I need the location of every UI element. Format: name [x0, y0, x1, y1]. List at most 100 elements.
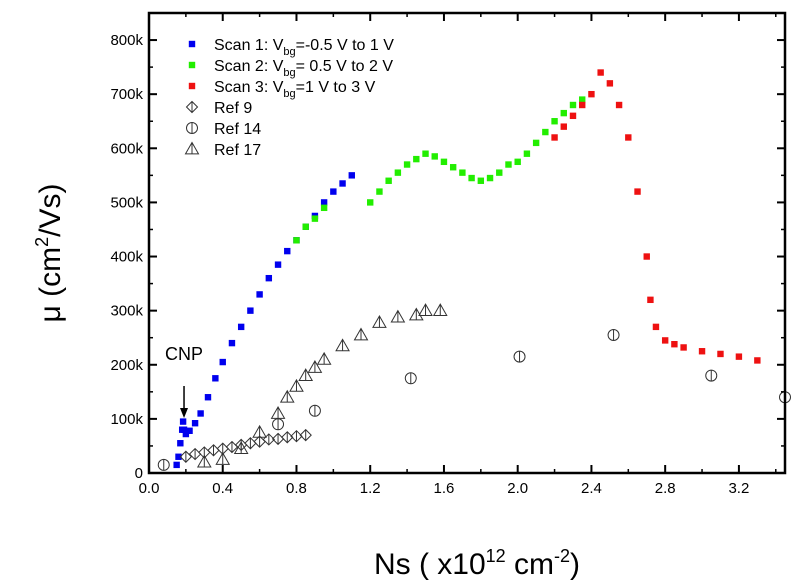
data-point [514, 158, 521, 166]
data-point [228, 339, 236, 347]
x-axis-title: Ns ( x1012 cm-2) [374, 546, 580, 581]
legend-label: Ref 9 [214, 100, 252, 117]
y-tick-label: 800k [110, 32, 143, 49]
data-point [298, 368, 314, 381]
data-point [579, 101, 586, 109]
data-point [302, 223, 309, 230]
data-point [569, 101, 577, 109]
y-axis-title: μ (cm2/Vs) [32, 184, 67, 323]
data-point [237, 323, 245, 331]
axis-layer: 0.0 0.4 0.8 1.2 1.6 2.0 2.4 2.8 3.2 0 100k 200k 300k… [110, 11, 787, 497]
legend-marker [188, 40, 196, 48]
data-point [459, 169, 466, 176]
x-tick-label: 1.6 [434, 480, 455, 497]
data-point [440, 158, 448, 166]
x-tick-label: 0.0 [139, 480, 160, 497]
data-point [279, 389, 295, 403]
data-point [385, 177, 392, 184]
data-point [486, 174, 494, 182]
data-point [661, 337, 669, 344]
legend-marker [188, 61, 196, 69]
x-tick-label: 1.2 [360, 480, 381, 497]
y-tick-label: 600k [110, 140, 143, 157]
data-point [180, 426, 188, 433]
data-point [606, 80, 614, 87]
data-point [671, 341, 678, 348]
x-tick-label: 0.8 [286, 480, 307, 497]
data-point [569, 112, 577, 120]
x-tick-label: 3.2 [728, 480, 749, 497]
data-point [293, 237, 300, 244]
data-point [353, 327, 369, 341]
data-point [307, 359, 323, 373]
cnp-arrow [180, 386, 189, 418]
data-point [175, 453, 182, 460]
legend-label: Scan 3: Vbg=1 V to 3 V [214, 79, 376, 100]
data-point [372, 315, 387, 328]
data-point [542, 128, 549, 136]
data-point [320, 199, 328, 206]
data-point [316, 351, 332, 365]
legend-label: Ref 14 [214, 121, 261, 138]
data-point [233, 441, 249, 455]
data-point [422, 150, 429, 157]
y-tick-label: 0 [135, 465, 143, 482]
data-point [204, 394, 212, 401]
data-point [284, 247, 291, 255]
data-point [376, 188, 383, 195]
data-point [735, 353, 743, 360]
data-point [477, 177, 485, 184]
data-point [196, 454, 212, 468]
data-point [579, 96, 586, 103]
data-point [698, 348, 706, 355]
data-point [339, 180, 346, 187]
y-tick-label: 400k [110, 249, 143, 266]
data-point [390, 309, 406, 323]
data-point [173, 461, 180, 469]
data-point [274, 261, 282, 268]
data-point [431, 153, 438, 160]
x-tick-label: 2.8 [655, 480, 676, 497]
data-point [717, 350, 724, 358]
series-2 [293, 96, 586, 244]
y-tick-label: 100k [110, 411, 143, 428]
legend-label: Ref 17 [214, 142, 261, 159]
data-point [588, 90, 595, 98]
plot-layer [157, 69, 791, 471]
data-point [348, 172, 355, 179]
legend-marker [188, 82, 196, 90]
data-point [560, 123, 567, 130]
data-point [551, 134, 558, 141]
data-point [182, 430, 190, 438]
data-point [754, 357, 761, 364]
data-point [179, 418, 187, 425]
legend-label: Scan 1: Vbg=-0.5 V to 1 V [214, 37, 394, 58]
data-point [652, 323, 660, 331]
data-point [413, 155, 420, 163]
data-point [212, 375, 219, 382]
data-point [418, 303, 433, 317]
data-point [197, 410, 204, 417]
data-point [320, 204, 328, 212]
y-tick-label: 300k [110, 303, 143, 320]
data-point [615, 101, 623, 109]
data-point [560, 109, 567, 117]
cnp-annotation-label: CNP [165, 344, 203, 364]
data-point [299, 428, 312, 442]
data-point [311, 215, 319, 222]
data-point [647, 296, 654, 304]
data-point [281, 431, 294, 444]
legend-marker [184, 141, 200, 155]
data-point [634, 188, 641, 195]
data-point [219, 358, 226, 366]
legend-label: Scan 2: Vbg= 0.5 V to 2 V [214, 58, 393, 79]
x-tick-label: 2.4 [581, 480, 602, 497]
data-point [215, 451, 231, 465]
series-3 [551, 69, 761, 364]
data-point [265, 274, 273, 282]
data-point [290, 429, 303, 443]
data-point [523, 150, 531, 157]
